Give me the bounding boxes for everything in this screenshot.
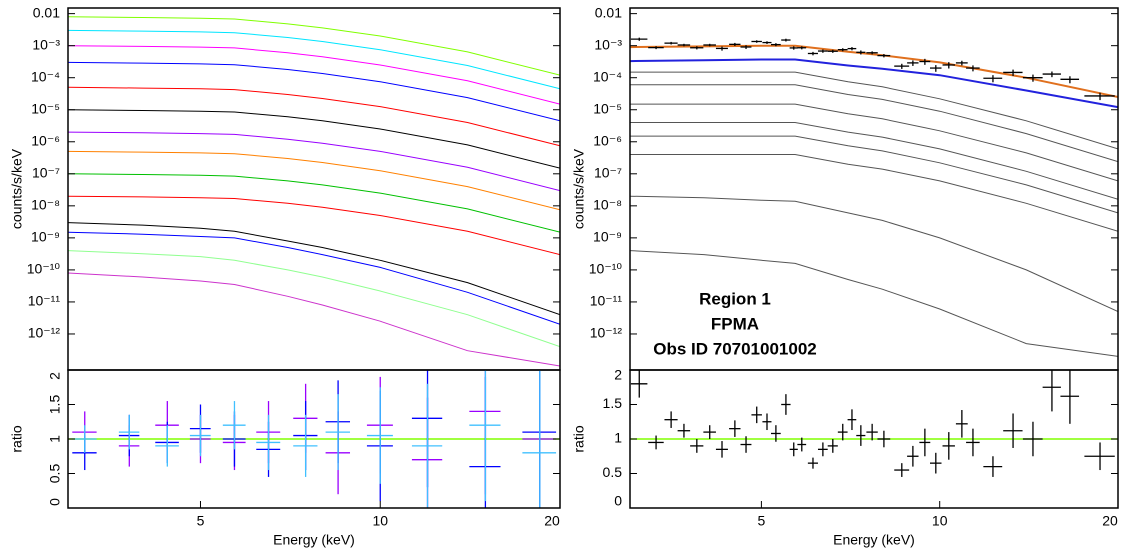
plot-area — [68, 16, 560, 367]
model-line — [68, 86, 560, 147]
y-tick-label: 10⁻¹¹ — [590, 293, 623, 309]
plot-area — [630, 370, 1118, 477]
model-line — [68, 150, 560, 211]
model-line — [68, 173, 560, 233]
model-line — [68, 272, 560, 367]
model-line — [630, 44, 1118, 98]
plot-area — [68, 370, 560, 508]
y-tick-label: 10⁻⁹ — [31, 229, 60, 245]
y-axis-label: ratio — [571, 425, 587, 452]
y-tick-label: 10⁻⁷ — [32, 165, 60, 181]
y-tick-label: 10⁻³ — [32, 36, 60, 52]
plot-frame — [629, 369, 1119, 509]
y-tick-label: 0.5 — [47, 464, 63, 484]
x-tick-label: 10 — [372, 513, 388, 529]
y-tick-label: 0 — [614, 493, 622, 509]
model-line — [68, 45, 560, 105]
y-tick-label: 10⁻¹² — [28, 325, 61, 341]
y-tick-label: 1.5 — [603, 395, 623, 411]
x-axis-label: Energy (keV) — [273, 532, 355, 548]
x-tick-label: 5 — [758, 513, 766, 529]
annotation: Obs ID 70701001002 — [653, 339, 817, 358]
y-tick-label: 2 — [614, 367, 622, 383]
plot-frame — [67, 369, 561, 509]
model-line — [630, 195, 1118, 313]
model-line — [68, 109, 560, 169]
model-line — [68, 131, 560, 192]
y-tick-label: 10⁻⁴ — [593, 68, 622, 84]
model-line — [630, 154, 1118, 232]
model-line — [68, 231, 560, 325]
model-line — [68, 222, 560, 316]
model-line — [630, 58, 1118, 109]
y-tick-label: 10⁻⁸ — [593, 197, 622, 213]
y-axis-label: counts/s/keV — [9, 148, 25, 229]
y-tick-label: 0.01 — [595, 5, 622, 21]
y-tick-label: 10⁻¹¹ — [28, 293, 61, 309]
y-tick-label: 10⁻⁵ — [31, 100, 60, 116]
y-tick-label: 10⁻⁴ — [31, 68, 60, 84]
y-tick-label: 1.5 — [47, 395, 63, 415]
y-tick-label: 0.01 — [33, 5, 60, 21]
plot-frame — [629, 7, 1119, 371]
y-tick-label: 10⁻⁶ — [31, 132, 60, 148]
y-tick-label: 10⁻¹⁰ — [27, 261, 61, 277]
y-tick-label: 1 — [47, 435, 63, 443]
model-line — [68, 195, 560, 256]
x-tick-label: 20 — [1102, 513, 1118, 529]
y-tick-label: 10⁻¹⁰ — [589, 261, 623, 277]
y-axis-label: counts/s/keV — [571, 148, 587, 229]
y-tick-label: 10⁻⁶ — [593, 132, 622, 148]
model-line — [630, 122, 1118, 200]
y-tick-label: 1 — [614, 430, 622, 446]
plot-frame — [67, 7, 561, 371]
annotation: Region 1 — [699, 289, 771, 308]
model-line — [630, 103, 1118, 182]
y-tick-label: 0.5 — [603, 464, 623, 480]
y-tick-label: 10⁻⁹ — [593, 229, 622, 245]
x-tick-label: 20 — [544, 513, 560, 529]
y-tick-label: 10⁻¹² — [590, 325, 623, 341]
y-axis-label: ratio — [9, 425, 25, 452]
y-tick-label: 10⁻⁵ — [593, 100, 622, 116]
annotation: FPMA — [711, 314, 759, 333]
y-tick-label: 2 — [47, 372, 63, 380]
model-line — [630, 250, 1118, 357]
x-tick-label: 10 — [932, 513, 948, 529]
x-axis-label: Energy (keV) — [833, 532, 915, 548]
x-tick-label: 5 — [197, 513, 205, 529]
y-tick-label: 10⁻³ — [594, 36, 622, 52]
model-line — [68, 61, 560, 122]
model-line — [68, 16, 560, 76]
model-line — [630, 84, 1118, 163]
model-line — [68, 250, 560, 348]
model-line — [630, 71, 1118, 150]
y-tick-label: 10⁻⁸ — [31, 197, 60, 213]
plot-area — [630, 37, 1118, 357]
model-line — [630, 135, 1118, 214]
y-tick-label: 0 — [47, 498, 63, 506]
model-line — [68, 29, 560, 90]
y-tick-label: 10⁻⁷ — [594, 165, 622, 181]
